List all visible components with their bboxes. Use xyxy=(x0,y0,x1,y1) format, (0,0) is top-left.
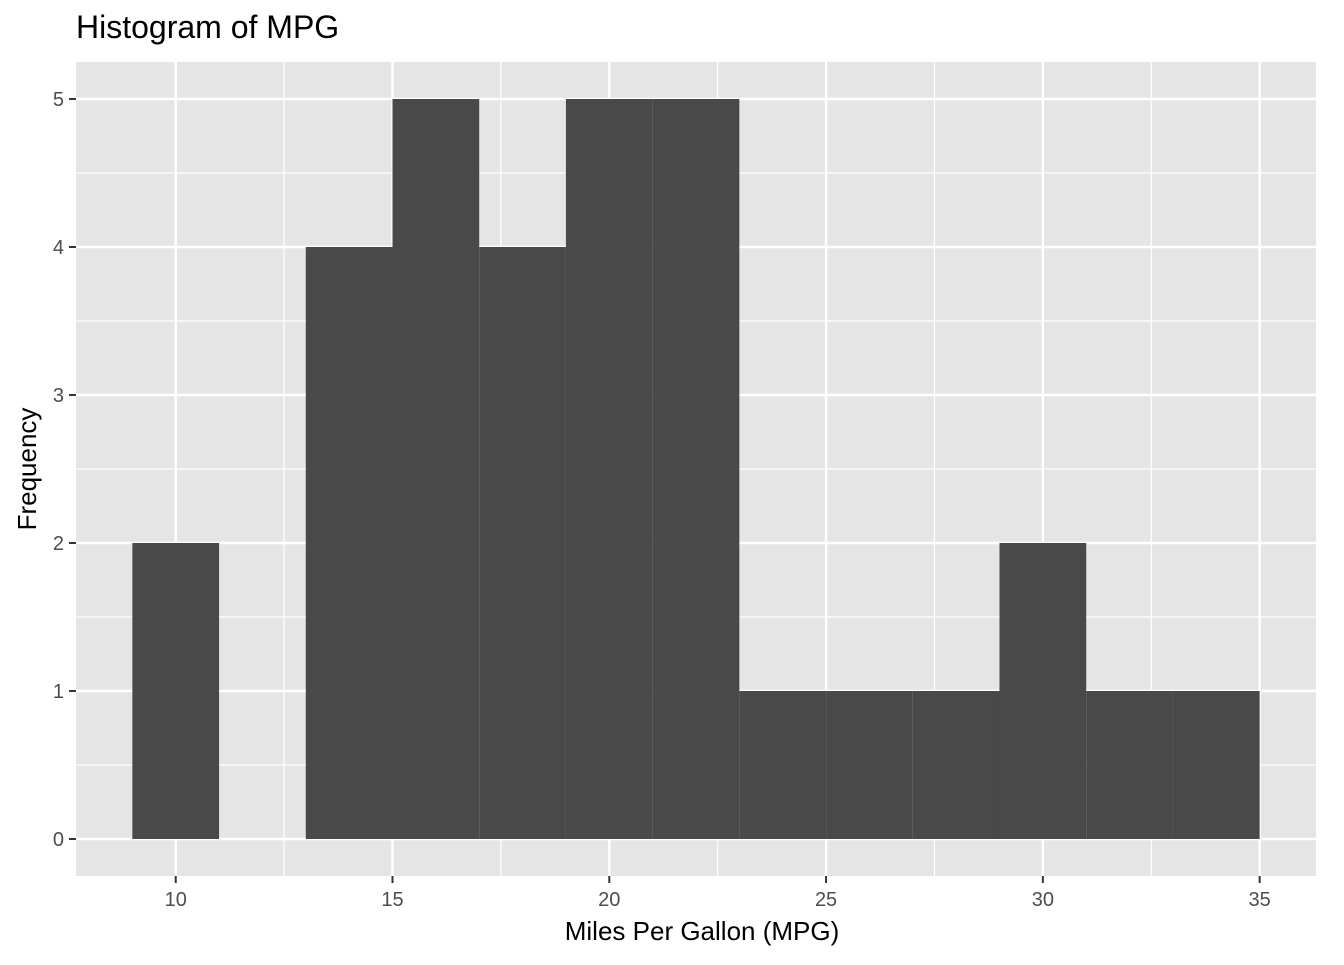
histogram-bar xyxy=(826,691,913,839)
y-axis-title: Frequency xyxy=(12,408,42,531)
axes: 0 1 2 3 4 5 10 15 20 25 30 35 xyxy=(53,89,1271,911)
histogram-bar xyxy=(652,99,740,839)
histogram-bar xyxy=(1086,691,1173,839)
y-tick-label: 5 xyxy=(53,89,64,111)
histogram-bar xyxy=(392,99,480,839)
histogram-bar xyxy=(305,247,393,839)
histogram-bar xyxy=(912,691,1000,839)
histogram-bar xyxy=(479,247,566,839)
histogram-bar xyxy=(565,99,653,839)
x-axis-title: Miles Per Gallon (MPG) xyxy=(565,916,840,946)
x-tick-label: 15 xyxy=(381,889,403,911)
histogram-bar xyxy=(132,543,220,839)
y-tick-label: 0 xyxy=(53,829,64,851)
x-tick-label: 25 xyxy=(815,889,837,911)
x-tick-label: 35 xyxy=(1249,889,1271,911)
y-tick-label: 3 xyxy=(53,385,64,407)
histogram-bar xyxy=(999,543,1087,839)
x-tick-label: 30 xyxy=(1032,889,1054,911)
y-tick-label: 2 xyxy=(53,533,64,555)
chart-title: Histogram of MPG xyxy=(76,9,339,45)
y-tick-label: 4 xyxy=(53,237,64,259)
histogram-bar xyxy=(739,691,827,839)
histogram-bar xyxy=(1172,691,1260,839)
y-tick-label: 1 xyxy=(53,681,64,703)
bars xyxy=(132,99,1260,839)
x-tick-label: 10 xyxy=(165,889,187,911)
x-tick-label: 20 xyxy=(598,889,620,911)
